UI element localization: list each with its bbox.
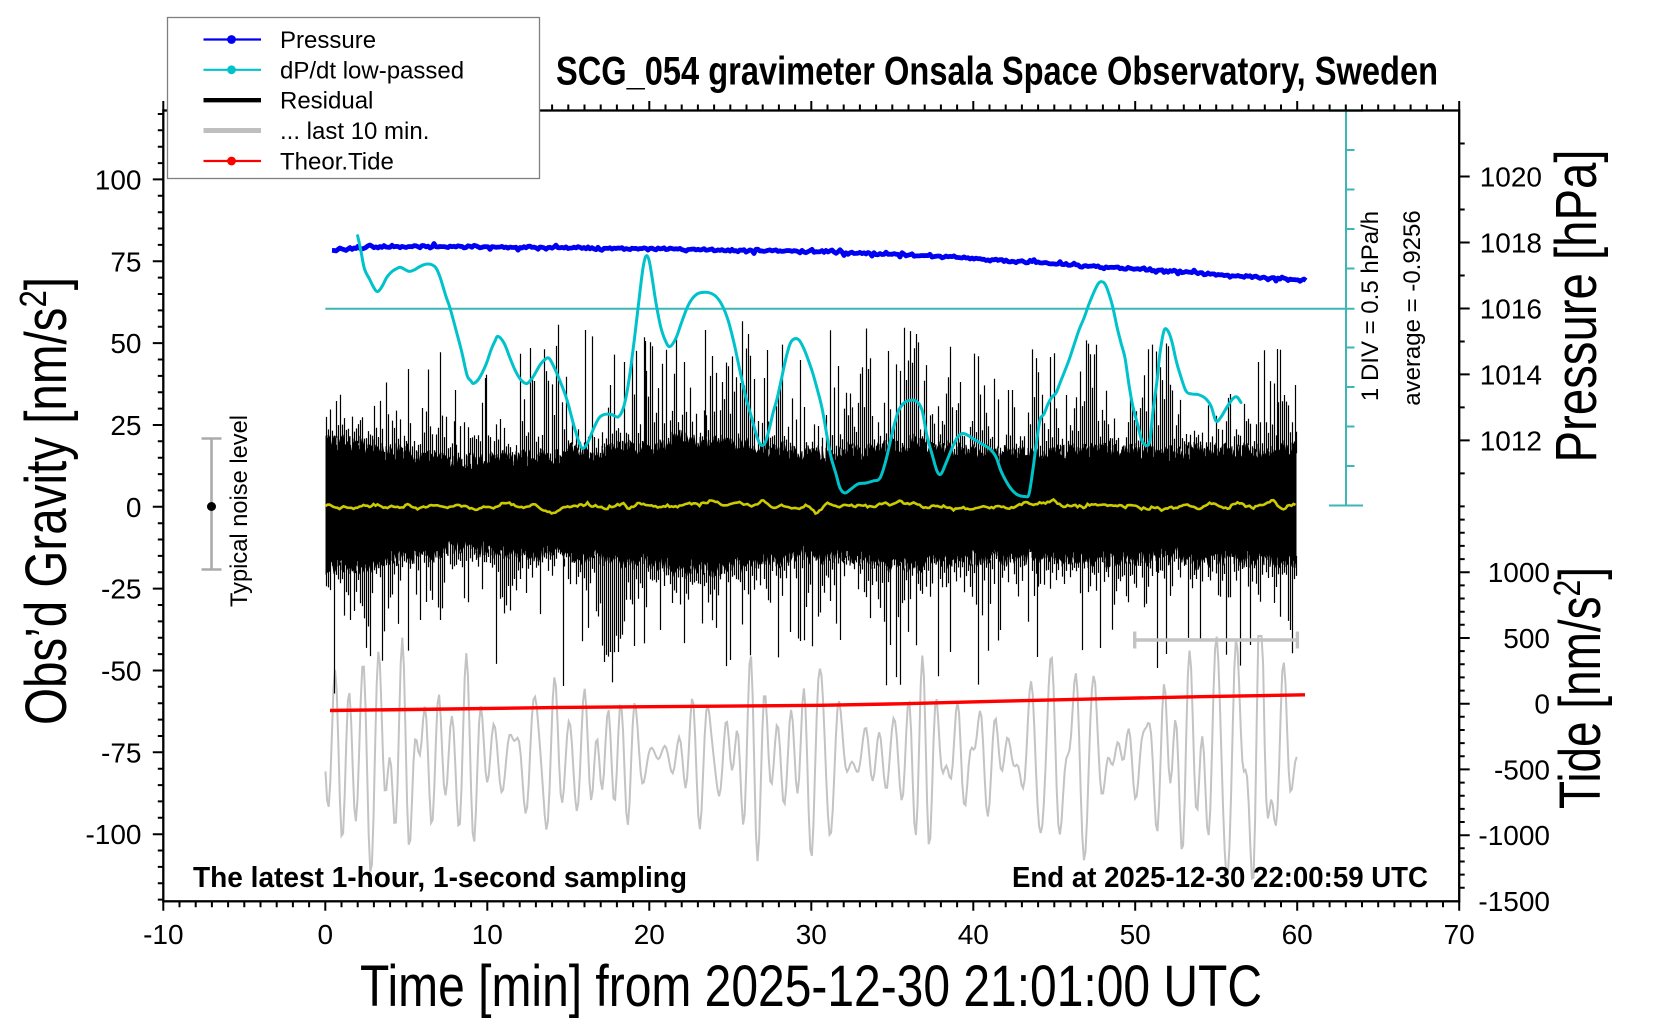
svg-text:Residual: Residual <box>280 88 373 115</box>
svg-text:End at 2025-12-30 22:00:59 UTC: End at 2025-12-30 22:00:59 UTC <box>1012 862 1428 894</box>
svg-text:-1500: -1500 <box>1478 886 1550 917</box>
svg-text:70: 70 <box>1444 919 1475 950</box>
svg-text:1014: 1014 <box>1480 359 1542 390</box>
svg-text:-10: -10 <box>143 919 183 950</box>
svg-text:1020: 1020 <box>1480 162 1542 193</box>
svg-text:-25: -25 <box>101 574 141 605</box>
svg-text:1018: 1018 <box>1480 228 1542 259</box>
svg-text:-1000: -1000 <box>1478 820 1550 851</box>
svg-text:Theor.Tide: Theor.Tide <box>280 149 394 176</box>
svg-text:0: 0 <box>126 492 142 523</box>
svg-text:30: 30 <box>796 919 827 950</box>
svg-text:Typical noise level: Typical noise level <box>226 415 253 607</box>
svg-text:Obs’d Gravity [nm/s2]: Obs’d Gravity [nm/s2] <box>13 277 79 725</box>
svg-text:-75: -75 <box>101 737 141 768</box>
svg-text:-100: -100 <box>85 819 141 850</box>
svg-text:1000: 1000 <box>1488 557 1550 588</box>
svg-text:0: 0 <box>318 919 334 950</box>
svg-text:1016: 1016 <box>1480 294 1542 325</box>
svg-text:1 DIV = 0.5 hPa/h: 1 DIV = 0.5 hPa/h <box>1357 211 1384 401</box>
svg-text:average = -0.9256: average = -0.9256 <box>1399 210 1426 405</box>
svg-text:Pressure: Pressure <box>280 27 376 54</box>
svg-text:500: 500 <box>1503 623 1550 654</box>
svg-text:Tide [nm/s2]: Tide [nm/s2] <box>1547 567 1613 809</box>
svg-text:0: 0 <box>1534 689 1550 720</box>
svg-text:20: 20 <box>634 919 665 950</box>
svg-text:40: 40 <box>958 919 989 950</box>
svg-text:50: 50 <box>1120 919 1151 950</box>
svg-text:1012: 1012 <box>1480 425 1542 456</box>
svg-text:60: 60 <box>1282 919 1313 950</box>
svg-text:dP/dt low-passed: dP/dt low-passed <box>280 57 464 84</box>
svg-text:Pressure [hPa]: Pressure [hPa] <box>1544 150 1609 463</box>
svg-text:25: 25 <box>110 410 141 441</box>
svg-text:100: 100 <box>95 164 142 195</box>
svg-text:50: 50 <box>110 328 141 359</box>
svg-text:75: 75 <box>110 246 141 277</box>
svg-text:-500: -500 <box>1494 754 1550 785</box>
svg-text:The latest 1-hour, 1-second sa: The latest 1-hour, 1-second sampling <box>193 862 687 894</box>
svg-text:-50: -50 <box>101 656 141 687</box>
svg-text:SCG_054 gravimeter Onsala Spac: SCG_054 gravimeter Onsala Space Observat… <box>556 50 1438 94</box>
svg-text:Time [min] from 2025-12-30 21:: Time [min] from 2025-12-30 21:01:00 UTC <box>360 954 1262 1019</box>
svg-text:10: 10 <box>472 919 503 950</box>
svg-text:... last 10 min.: ... last 10 min. <box>280 118 429 145</box>
